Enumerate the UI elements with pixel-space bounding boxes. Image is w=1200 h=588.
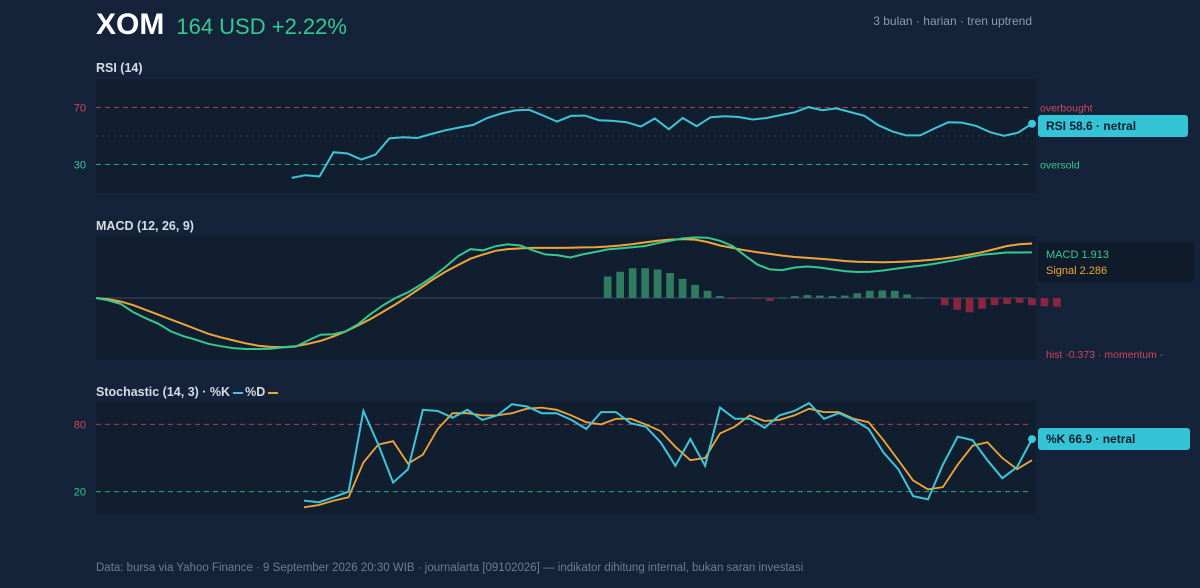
hist-value-label: hist -0.373 · momentum -	[1046, 349, 1164, 361]
macd-hist-bar	[1040, 298, 1049, 307]
macd-hist-bar	[840, 295, 849, 298]
macd-hist-bar	[1015, 298, 1024, 303]
macd-hist-bar	[878, 290, 887, 298]
stochastic-title: Stochastic (14, 3) · %K %D	[96, 385, 280, 399]
stoch-tick-20: 20	[74, 487, 86, 499]
macd-hist-bar	[691, 284, 699, 298]
macd-hist-bar	[728, 298, 737, 299]
macd-hist-bar	[791, 296, 799, 298]
stochastic-title-text: Stochastic (14, 3) · %K	[96, 385, 231, 399]
stoch-last-point	[1028, 435, 1036, 444]
price-change: 164 USD +2.22%	[176, 14, 347, 39]
macd-hist-bar	[803, 295, 812, 298]
macd-value-label: MACD 1.913	[1046, 249, 1109, 261]
rsi-badge-label: RSI 58.6 · netral	[1046, 119, 1136, 133]
macd-hist-bar	[990, 298, 999, 306]
macd-legend-box	[1038, 242, 1194, 282]
macd-hist-bar	[753, 298, 762, 299]
macd-hist-bar	[716, 296, 724, 298]
stoch-d-line	[303, 406, 1033, 509]
stoch-k-line	[303, 401, 1033, 504]
macd-hist-bar	[865, 290, 874, 298]
macd-title: MACD (12, 26, 9)	[96, 219, 194, 233]
macd-hist-bar	[616, 271, 624, 298]
stoch-tick-80: 80	[74, 419, 86, 431]
macd-hist-bar	[1003, 298, 1011, 304]
ticker-symbol: XOM	[96, 8, 165, 41]
rsi-overbought-label: overbought	[1040, 103, 1093, 115]
rsi-last-point	[1028, 119, 1036, 128]
footer-note: Data: bursa via Yahoo Finance · 9 Septem…	[96, 562, 804, 574]
rsi-title: RSI (14)	[96, 61, 143, 75]
macd-hist-bar	[666, 273, 674, 298]
chart-meta: 3 bulan · harian · tren uptrend	[873, 14, 1032, 28]
macd-hist-bar	[978, 298, 986, 309]
rsi-tick-30: 30	[74, 160, 86, 172]
k-legend-swatch	[233, 391, 244, 394]
d-legend-label: %D	[245, 385, 266, 399]
stochastic-panel	[96, 402, 1036, 514]
stoch-badge-bg	[1038, 428, 1190, 450]
macd-hist-bar	[628, 268, 637, 298]
macd-hist-bar	[915, 297, 924, 299]
macd-hist-bar	[940, 298, 949, 306]
macd-hist-bar	[1028, 298, 1036, 306]
macd-hist-bar	[653, 269, 662, 298]
macd-hist-bar	[953, 298, 961, 310]
macd-hist-bar	[890, 290, 899, 298]
d-legend-swatch	[268, 391, 279, 394]
signal-line	[95, 238, 1033, 349]
signal-value-label: Signal 2.286	[1046, 265, 1107, 277]
macd-line	[95, 236, 1033, 350]
rsi-badge-bg	[1038, 115, 1188, 137]
rsi-line	[291, 106, 1033, 179]
macd-hist-bar	[766, 298, 774, 301]
macd-hist-bar	[603, 276, 612, 298]
macd-hist-bar	[965, 298, 974, 313]
rsi-tick-70: 70	[74, 103, 86, 115]
macd-hist-bar	[703, 290, 712, 298]
header: XOM 164 USD +2.22%	[96, 8, 347, 48]
macd-hist-bar	[816, 295, 824, 298]
macd-hist-bar	[1053, 298, 1061, 307]
macd-hist-bar	[641, 268, 649, 298]
macd-hist-bar	[903, 294, 911, 298]
rsi-oversold-label: oversold	[1040, 160, 1080, 172]
macd-hist-bar	[678, 278, 687, 298]
macd-hist-bar	[828, 296, 837, 298]
stoch-badge-label: %K 66.9 · netral	[1046, 432, 1135, 446]
macd-hist-bar	[853, 293, 862, 298]
macd-hist-bar	[778, 297, 787, 299]
